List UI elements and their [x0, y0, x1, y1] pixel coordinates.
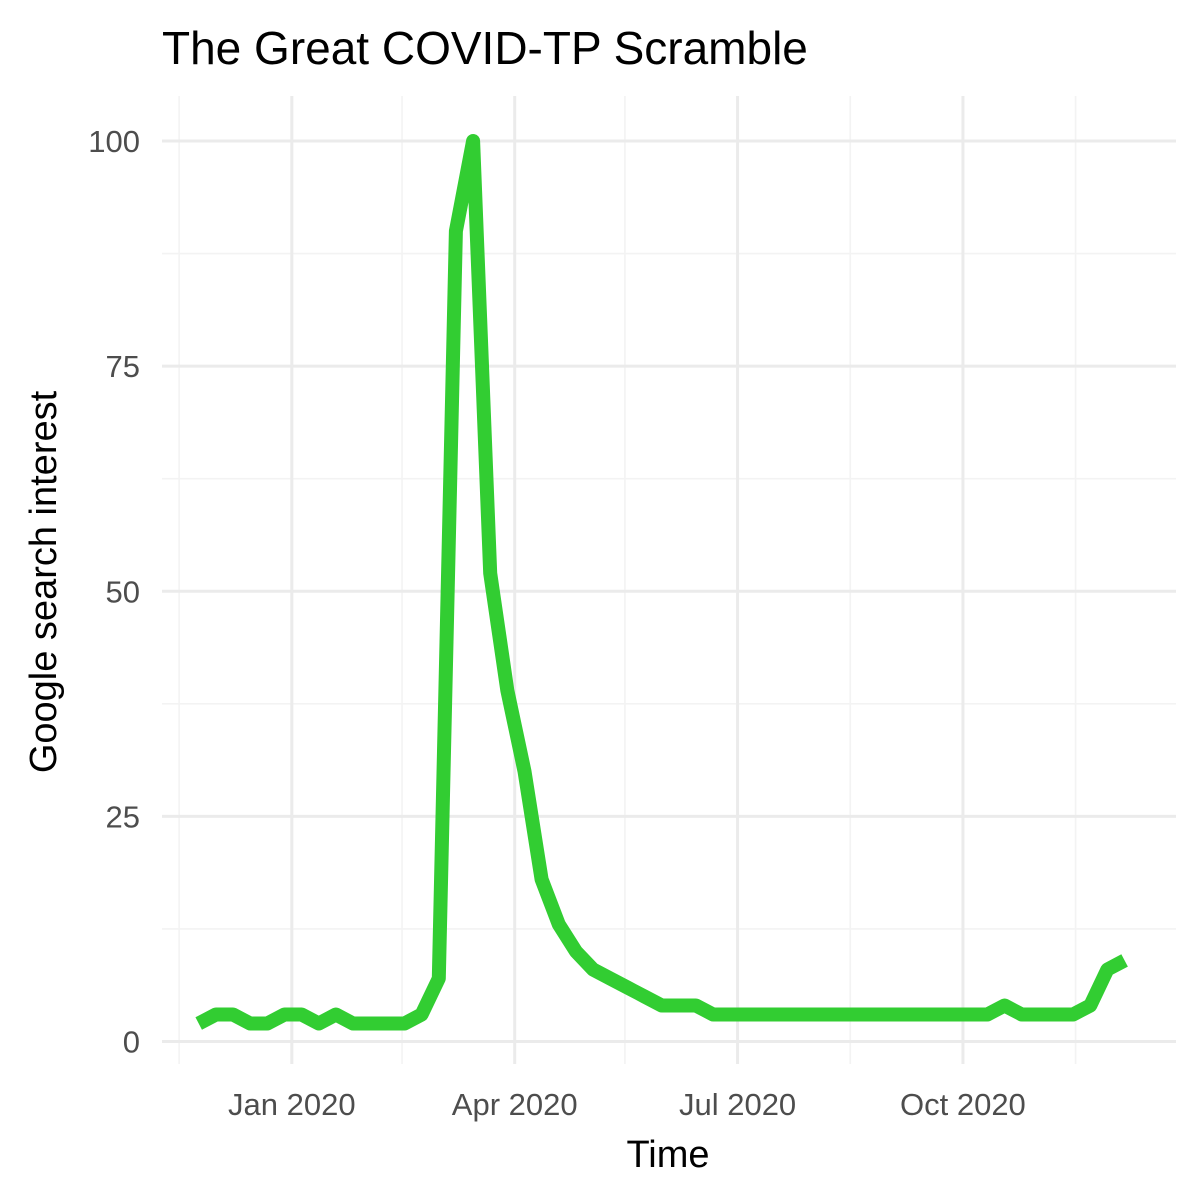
- y-tick-label: 25: [106, 799, 140, 834]
- y-tick-label: 75: [106, 349, 140, 384]
- y-axis-tick-labels: 0 25 50 75 100: [88, 124, 140, 1059]
- y-tick-label: 50: [106, 574, 140, 609]
- x-axis-tick-labels: Jan 2020 Apr 2020 Jul 2020 Oct 2020: [228, 1087, 1026, 1122]
- series-line: [195, 134, 1128, 1031]
- x-tick-label: Apr 2020: [452, 1087, 578, 1122]
- y-axis-title: Google search interest: [23, 390, 65, 773]
- y-tick-label: 100: [88, 124, 140, 159]
- x-tick-label: Jan 2020: [228, 1087, 356, 1122]
- chart-title: The Great COVID-TP Scramble: [162, 22, 808, 74]
- x-tick-label: Jul 2020: [679, 1087, 796, 1122]
- series-layer: [195, 134, 1128, 1031]
- x-axis-title: Time: [626, 1134, 709, 1176]
- x-tick-label: Oct 2020: [900, 1087, 1026, 1122]
- y-tick-label: 0: [123, 1024, 140, 1059]
- grid: [162, 96, 1176, 1064]
